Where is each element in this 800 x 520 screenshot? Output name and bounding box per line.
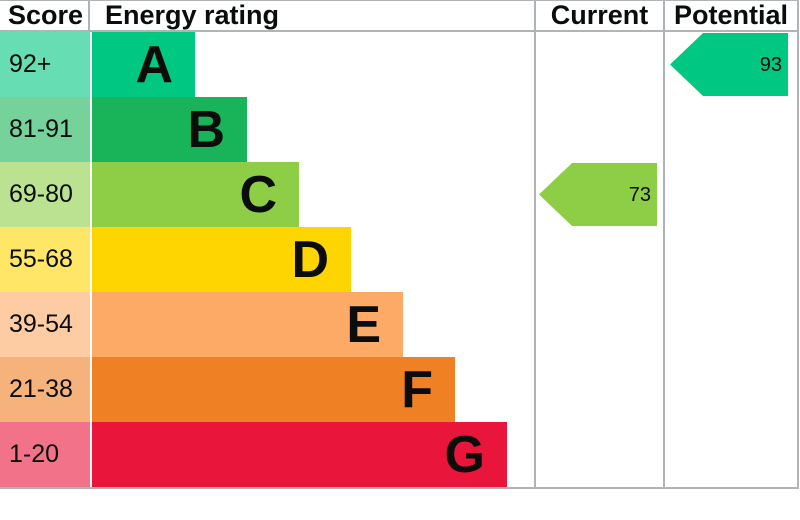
band-row-e: 39-54 E <box>0 292 534 357</box>
potential-column-header: Potential <box>673 0 788 30</box>
band-bar-g: G <box>92 422 507 487</box>
band-letter-g: G <box>444 425 485 484</box>
potential-rating-arrow: 93 <box>670 33 788 96</box>
band-row-f: 21-38 F <box>0 357 534 422</box>
band-letter-f: F <box>401 360 433 419</box>
band-letter-d: D <box>291 230 329 289</box>
band-letter-b: B <box>187 100 225 159</box>
current-rating-value: 73 <box>628 183 651 206</box>
band-bar-c: C <box>92 162 299 227</box>
band-row-a: 92+ A <box>0 32 534 97</box>
score-range-d: 55-68 <box>0 227 90 292</box>
score-range-a: 92+ <box>0 32 90 97</box>
band-bar-d: D <box>92 227 351 292</box>
table-right-border <box>797 0 799 489</box>
score-range-c: 69-80 <box>0 162 90 227</box>
band-row-d: 55-68 D <box>0 227 534 292</box>
band-rows: 92+ A 81-91 B 69-80 C 55-68 D 39-54 E 21-38 F 1-20 G <box>0 32 534 487</box>
score-range-e: 39-54 <box>0 292 90 357</box>
score-column-header: Score <box>8 0 84 30</box>
potential-column-left-border <box>663 0 665 489</box>
band-bar-a: A <box>92 32 195 97</box>
table-top-border <box>0 0 799 1</box>
band-bar-f: F <box>92 357 455 422</box>
band-letter-e: E <box>346 295 381 354</box>
band-letter-a: A <box>135 35 173 94</box>
current-column-header: Current <box>550 0 649 30</box>
score-range-b: 81-91 <box>0 97 90 162</box>
header-bottom-border <box>0 30 799 32</box>
energy-rating-column-header: Energy rating <box>105 0 280 30</box>
band-bar-e: E <box>92 292 403 357</box>
score-header-divider <box>88 0 90 30</box>
score-range-f: 21-38 <box>0 357 90 422</box>
score-range-g: 1-20 <box>0 422 90 487</box>
band-letter-c: C <box>239 165 277 224</box>
current-column-left-border <box>534 0 536 489</box>
band-row-g: 1-20 G <box>0 422 534 487</box>
band-row-b: 81-91 B <box>0 97 534 162</box>
band-bar-b: B <box>92 97 247 162</box>
current-rating-arrow: 73 <box>539 163 657 226</box>
table-bottom-border <box>0 487 799 489</box>
band-row-c: 69-80 C <box>0 162 534 227</box>
potential-rating-value: 93 <box>759 53 782 76</box>
